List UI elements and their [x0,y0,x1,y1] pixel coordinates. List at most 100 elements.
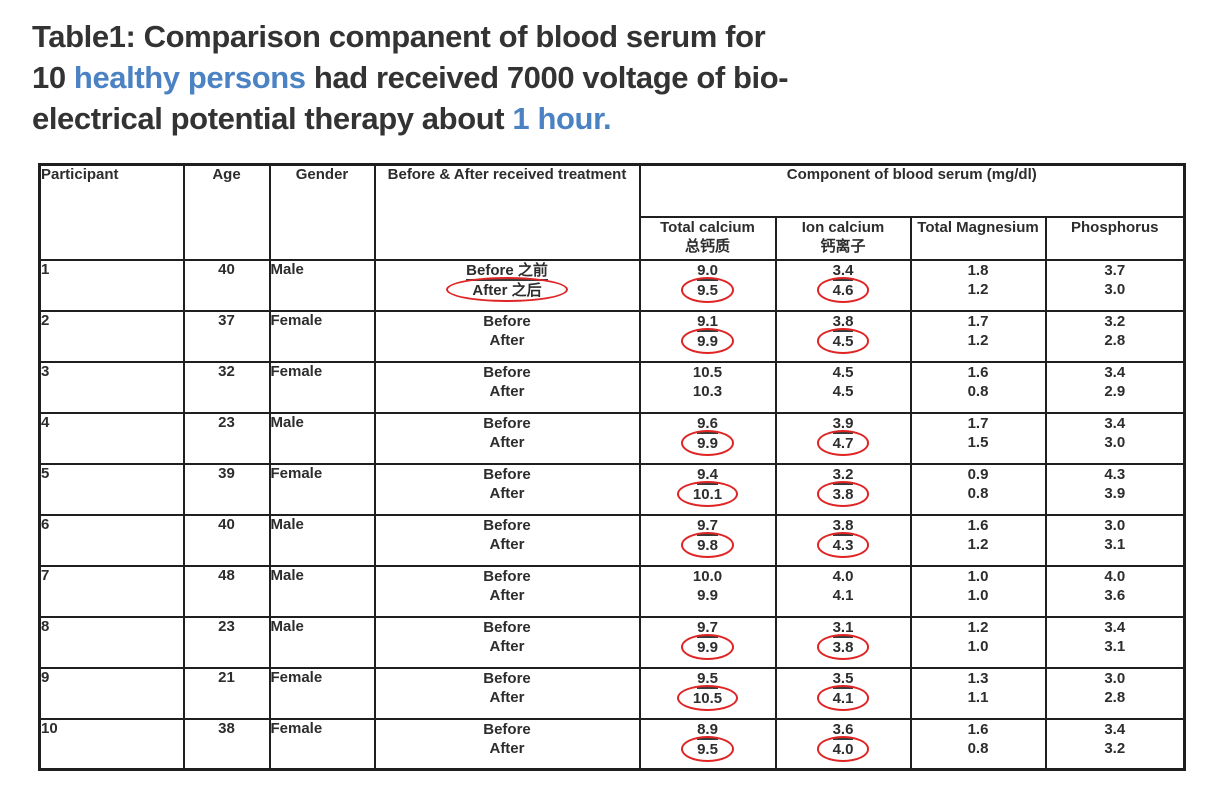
gender-cell: Male [268,615,376,669]
total-magnesium-cell: 1.7 1.5 [909,411,1047,465]
total-calcium-cell: 10.0 9.9 [638,564,777,618]
ion-calcium-cell: 4.5 4.5 [774,360,912,414]
phosphorus-cell: 4.3 3.9 [1044,462,1186,516]
gender-cell: Male [268,258,376,312]
participant-cell: 7 [38,564,185,618]
treatment-cell: Before After [373,513,641,567]
total-calcium-cell: 8.9 9.5 [638,717,777,771]
treatment-cell: Before After [373,615,641,669]
table-row: 10 38 Female Before After 8.9 9.5 3.6 4.… [38,717,1186,771]
ion-calcium-cell: 3.1 3.8 [774,615,912,669]
before-value: 4.0 [832,567,854,585]
before-value: 4.5 [832,363,854,381]
treatment-before-label: Before 之前 [466,261,548,281]
ion-calcium-cell: 3.2 3.8 [774,462,912,516]
before-value: 9.1 [697,312,718,332]
total-calcium-cell: 9.0 9.5 [638,258,777,312]
before-value: 9.7 [697,516,718,536]
treatment-before-label: Before [483,618,531,636]
age-cell: 21 [182,666,271,720]
phosphorus-cell: 3.0 2.8 [1044,666,1186,720]
total-calcium-cell: 9.1 9.9 [638,309,777,363]
before-value: 9.5 [697,669,718,689]
header-serum-group: Component of blood serum (mg/dl) [638,163,1186,218]
blood-serum-table: Participant Age Gender Before & After re… [38,163,1187,771]
treatment-before-label: Before [483,363,531,381]
total-calcium-cell: 9.5 10.5 [638,666,777,720]
header-ion-calcium-zh: 钙离子 [820,237,866,255]
header-phosphorus: Phosphorus [1044,215,1186,261]
before-value: 3.8 [832,516,854,536]
after-value: 0.8 [967,739,989,757]
before-value: 3.9 [832,414,854,434]
participant-cell: 9 [38,666,185,720]
age-cell: 32 [182,360,271,414]
table-row: 1 40 Male Before 之前 After 之后 9.0 9.5 3.4… [38,258,1186,312]
after-value-red-circled: 4.5 [816,327,870,354]
after-value-red-circled: 9.9 [681,429,734,456]
gender-cell: Female [268,462,376,516]
participant-cell: 2 [38,309,185,363]
gender-cell: Male [268,513,376,567]
after-value: 3.1 [1104,637,1126,655]
table-row: 7 48 Male Before After 10.0 9.9 4.0 4.1 … [38,564,1186,618]
phosphorus-cell: 4.0 3.6 [1044,564,1186,618]
treatment-cell: Before After [373,360,641,414]
treatment-before-label: Before [483,720,531,738]
before-value: 1.7 [967,414,989,432]
ion-calcium-cell: 3.4 4.6 [774,258,912,312]
after-value: 3.0 [1104,433,1126,451]
before-value: 3.1 [832,618,854,638]
after-value: 1.0 [967,637,989,655]
phosphorus-cell: 3.4 3.2 [1044,717,1186,771]
before-value: 3.2 [1104,312,1126,330]
after-value-red-circled: 9.5 [681,276,734,303]
before-value: 10.0 [692,567,723,585]
caption-line-1: Table1: Comparison companent of blood se… [32,16,1032,57]
treatment-after-label: After [489,535,525,553]
age-cell: 39 [182,462,271,516]
after-value: 4.1 [832,586,854,604]
after-value: 2.9 [1104,382,1126,400]
participant-cell: 5 [38,462,185,516]
treatment-cell: Before After [373,411,641,465]
ion-calcium-cell: 4.0 4.1 [774,564,912,618]
header-total-magnesium: Total Magnesium [909,215,1047,261]
before-value: 1.3 [967,669,989,687]
treatment-after-label: After [489,688,525,706]
phosphorus-cell: 3.0 3.1 [1044,513,1186,567]
treatment-after-label: After [489,637,525,655]
before-value: 3.2 [832,465,854,485]
ion-calcium-cell: 3.6 4.0 [774,717,912,771]
caption-text: 10 [32,60,74,95]
after-value: 3.6 [1104,586,1126,604]
caption-text: electrical potential therapy about [32,101,513,136]
treatment-after-label: After [489,739,525,757]
phosphorus-cell: 3.2 2.8 [1044,309,1186,363]
age-cell: 23 [182,411,271,465]
treatment-before-label: Before [483,414,531,432]
treatment-cell: Before After [373,564,641,618]
participant-cell: 6 [38,513,185,567]
table-row: 2 37 Female Before After 9.1 9.9 3.8 4.5… [38,309,1186,363]
after-value: 3.2 [1104,739,1126,757]
ion-calcium-cell: 3.8 4.3 [774,513,912,567]
total-magnesium-cell: 1.2 1.0 [909,615,1047,669]
participant-cell: 8 [38,615,185,669]
after-value: 3.1 [1104,535,1126,553]
treatment-cell: Before After [373,666,641,720]
table-row: 6 40 Male Before After 9.7 9.8 3.8 4.3 1… [38,513,1186,567]
after-value-red-circled: 4.3 [816,531,870,558]
age-cell: 37 [182,309,271,363]
header-participant: Participant [38,163,185,261]
phosphorus-cell: 3.4 2.9 [1044,360,1186,414]
table-row: 3 32 Female Before After 10.5 10.3 4.5 4… [38,360,1186,414]
total-magnesium-cell: 1.7 1.2 [909,309,1047,363]
gender-cell: Male [268,411,376,465]
age-cell: 38 [182,717,271,771]
phosphorus-cell: 3.4 3.1 [1044,615,1186,669]
before-value: 1.2 [967,618,989,636]
header-total-calcium-en: Total calcium [660,218,755,236]
treatment-after-label: After [489,433,525,451]
